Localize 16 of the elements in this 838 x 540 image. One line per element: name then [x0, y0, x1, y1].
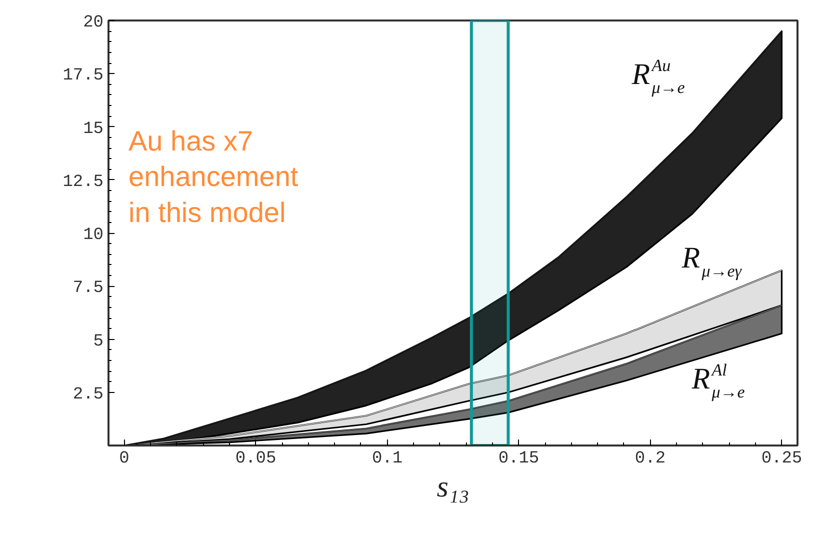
x-tick-label: 0 — [119, 450, 130, 468]
x-axis-title: s₁₃ — [436, 470, 470, 504]
x-tick-label: 0.05 — [235, 450, 276, 468]
y-tick-label: 17.5 — [62, 66, 104, 86]
x-tick-label: 0.25 — [761, 450, 802, 468]
y-tick-label: 2.5 — [72, 385, 104, 404]
x-tick-label: 0.1 — [372, 450, 403, 468]
y-tick-label: 15 — [83, 120, 104, 139]
x-tick-label: 0.2 — [634, 450, 666, 468]
y-tick-label: 20 — [83, 14, 104, 32]
y-tick-label: 5 — [93, 332, 104, 352]
annotation: Au has x7 enhancement in this model — [128, 126, 298, 228]
x-tick-label: 0.15 — [498, 450, 540, 468]
y-tick-label: 7.5 — [72, 279, 104, 298]
y-tick-label: 10 — [83, 226, 104, 245]
y-tick-label: 12.5 — [62, 172, 104, 192]
